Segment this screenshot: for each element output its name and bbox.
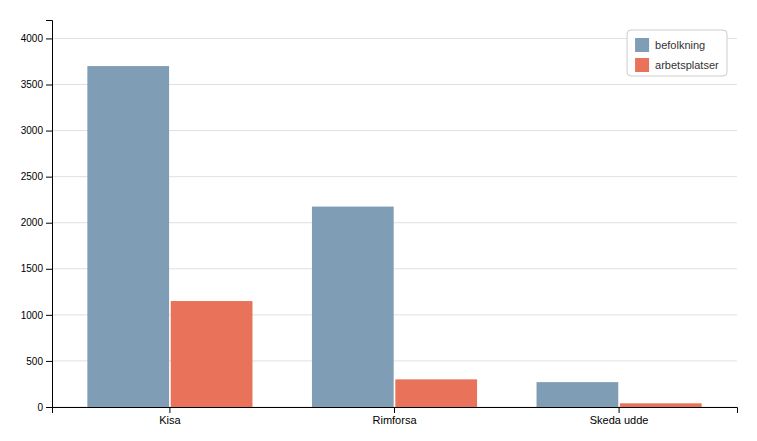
tick-mark [46,177,52,178]
tick: 1500 [21,263,52,274]
series [87,66,618,407]
tick-label: 4000 [21,33,44,44]
bar [395,379,477,407]
bar [620,403,702,407]
legend-item: arbetsplatser [635,58,719,72]
tick-mark [169,407,170,413]
tick-label: Kisa [159,414,181,426]
legend: befolkning arbetsplatser [627,30,727,76]
tick: 2500 [21,171,52,182]
tick: Rimforsa [372,407,417,426]
tick-mark [619,407,620,413]
tick-mark [46,223,52,224]
axis-line [53,408,738,414]
legend-swatch [635,38,649,52]
tick-label: Rimforsa [372,414,417,426]
legend-box [627,30,727,76]
tick: 3000 [21,125,52,136]
bar [87,66,169,407]
tick-mark [394,407,395,413]
bar [171,301,253,407]
tick: Kisa [159,407,181,426]
tick: 1000 [21,310,52,321]
tick-label: 3500 [21,79,44,90]
bar [537,382,619,407]
tick-mark [46,269,52,270]
tick-mark [46,38,52,39]
bars [87,66,701,407]
grid [52,38,737,407]
tick: 4000 [21,33,52,44]
tick-label: 2000 [21,217,44,228]
tick-label: 3000 [21,125,44,136]
tick-label: 1000 [21,310,44,321]
tick: 0 [37,402,52,413]
legend-label: befolkning [655,39,705,51]
tick-mark [46,361,52,362]
legend-label: arbetsplatser [655,59,719,71]
tick-mark [46,131,52,132]
tick-label: 500 [26,356,43,367]
axis-line [46,21,53,408]
tick-mark [46,85,52,86]
tick-label: 2500 [21,171,44,182]
legend-item: befolkning [635,38,705,52]
series [171,301,702,407]
chart: 0 500 1000 1500 2000 2500 3000 3500 4000 Kisa Rimf… [0,0,757,441]
tick: 2000 [21,217,52,228]
tick-mark [46,315,52,316]
tick: Skeda udde [590,407,649,426]
legend-swatch [635,58,649,72]
tick-label: 0 [37,402,43,413]
plot-area: 0 500 1000 1500 2000 2500 3000 3500 4000 Kisa Rimf… [21,21,738,426]
tick-mark [46,407,52,408]
y-axis: 0 500 1000 1500 2000 2500 3000 3500 4000 [21,21,53,413]
tick-label: Skeda udde [590,414,649,426]
tick-label: 1500 [21,263,44,274]
tick: 500 [26,356,52,367]
tick: 3500 [21,79,52,90]
bar [312,207,394,407]
x-axis: Kisa Rimforsa Skeda udde [53,407,738,426]
